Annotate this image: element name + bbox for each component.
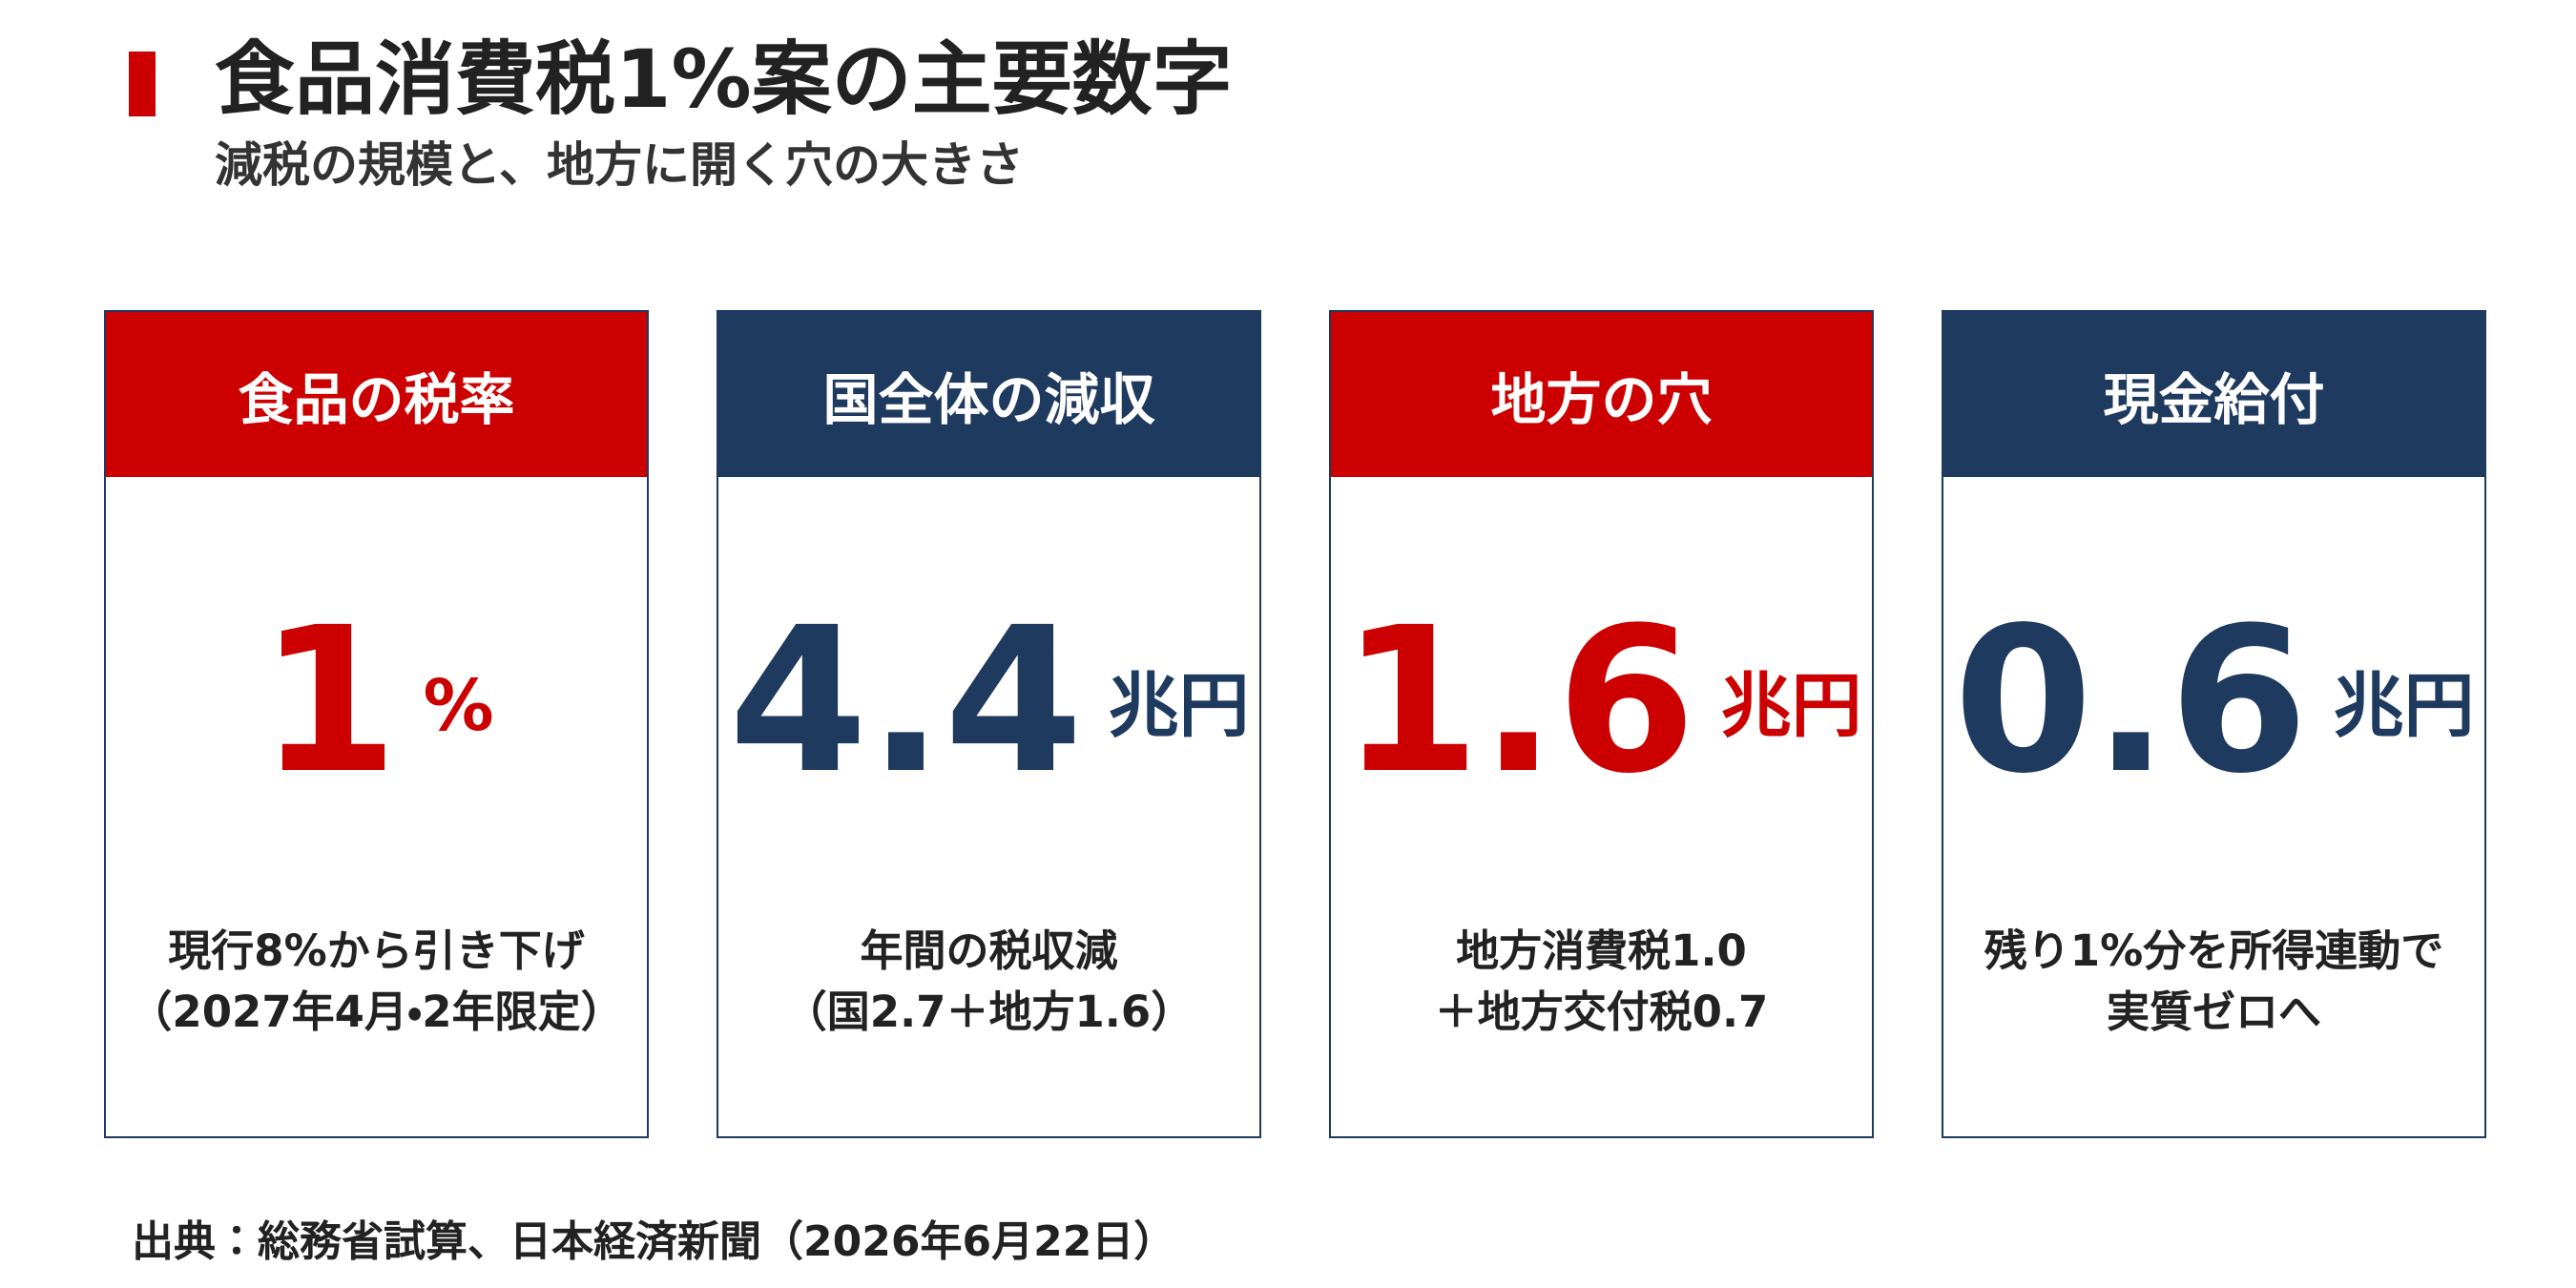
- card-label: 食品の税率: [106, 312, 647, 477]
- note-line: 地方消費税1.0: [1456, 925, 1747, 976]
- card-figure: 1.6 兆円: [1331, 520, 1872, 883]
- figure-value: 1: [259, 584, 399, 818]
- card: 食品の税率 1% 現行8%から引き下げ （2027年4月・2年限定）: [104, 310, 649, 1138]
- figure-unit: 兆円: [1720, 665, 1862, 747]
- subtitle: 減税の規模と、地方に開く穴の大きさ: [215, 137, 1024, 193]
- figure-unit: %: [423, 665, 494, 747]
- note-line: 残り1%分を所得連動で: [1984, 925, 2444, 976]
- source: 出典：総務省試算、日本経済新聞（2026年6月22日）: [132, 1217, 1176, 1266]
- figure-unit: 兆円: [2333, 665, 2475, 747]
- note-line: 実質ゼロへ: [2106, 987, 2321, 1037]
- figure-value: 0.6: [1953, 584, 2309, 818]
- card-label: 国全体の減収: [718, 312, 1259, 477]
- card-note: 地方消費税1.0 ＋地方交付税0.7: [1331, 883, 1872, 1136]
- card: 地方の穴 1.6 兆円地方消費税1.0 ＋地方交付税0.7: [1329, 310, 1874, 1138]
- card-figure: 4.4 兆円: [718, 520, 1259, 883]
- note-line: ＋地方交付税0.7: [1434, 987, 1769, 1037]
- figure-unit: 兆円: [1108, 665, 1250, 747]
- card-row: 食品の税率 1% 現行8%から引き下げ （2027年4月・2年限定） 国全体の減収 4.4…: [104, 310, 2486, 1138]
- card-figure: 0.6 兆円: [1943, 520, 2484, 883]
- figure-value: 1.6: [1340, 584, 1696, 818]
- card: 現金給付 0.6 兆円残り1%分を所得連動で 実質ゼロへ: [1942, 310, 2486, 1138]
- note-line: 現行8%から引き下げ: [168, 925, 585, 976]
- note-line: （国2.7＋地方1.6）: [783, 987, 1195, 1037]
- note-line: 年間の税収減: [860, 925, 1118, 976]
- card-label: 地方の穴: [1331, 312, 1872, 477]
- card: 国全体の減収 4.4 兆円年間の税収減 （国2.7＋地方1.6）: [717, 310, 1261, 1138]
- title: 食品消費税1%案の主要数字: [215, 32, 1233, 126]
- note-line: （2027年4月・2年限定）: [129, 987, 624, 1037]
- card-label: 現金給付: [1943, 312, 2484, 477]
- title-accent: [129, 52, 156, 116]
- card-note: 年間の税収減 （国2.7＋地方1.6）: [718, 883, 1259, 1136]
- card-figure: 1%: [106, 520, 647, 883]
- card-note: 現行8%から引き下げ （2027年4月・2年限定）: [106, 883, 647, 1136]
- figure-value: 4.4: [728, 584, 1084, 818]
- card-note: 残り1%分を所得連動で 実質ゼロへ: [1943, 883, 2484, 1136]
